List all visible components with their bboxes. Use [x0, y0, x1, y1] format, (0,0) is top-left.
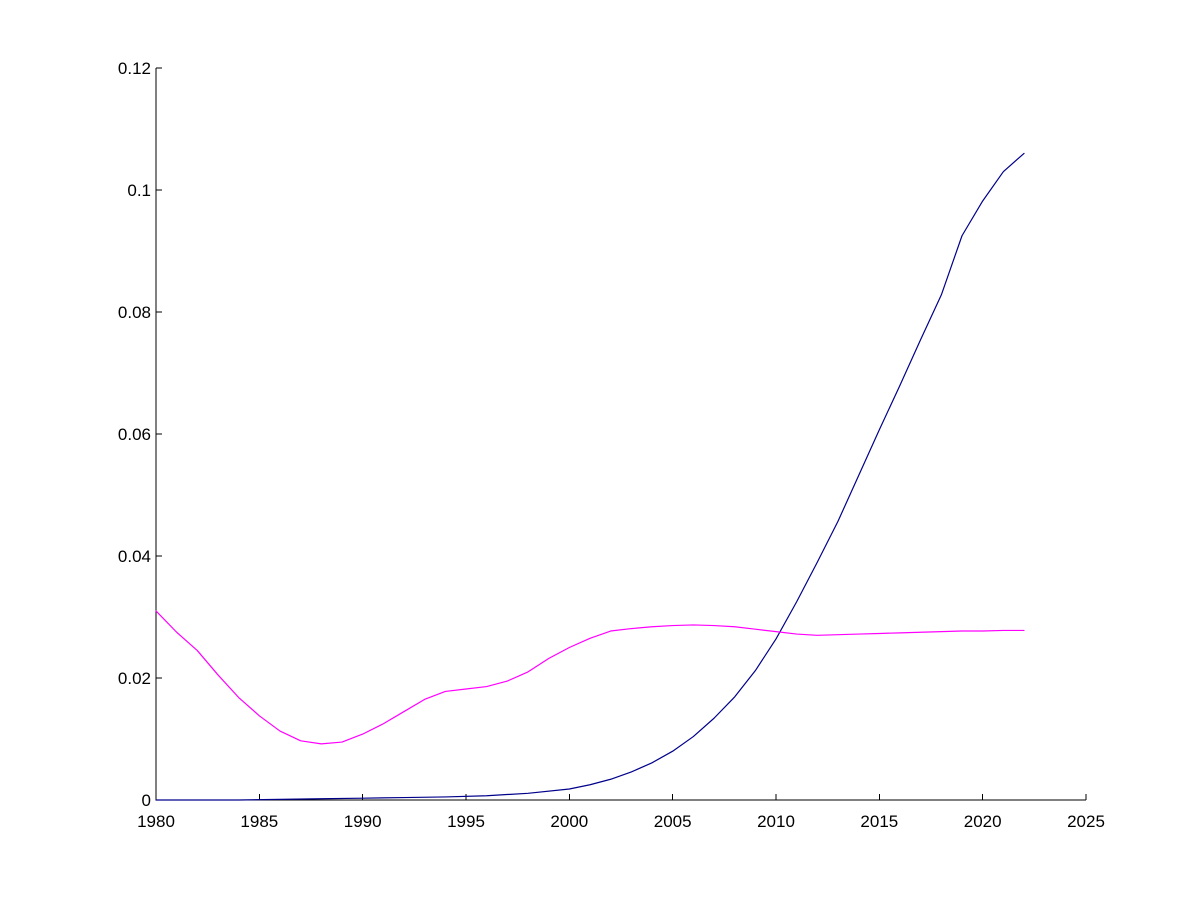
x-tick-label: 1985	[240, 812, 278, 831]
x-tick-label: 1990	[344, 812, 382, 831]
series-line-2	[155, 610, 1025, 745]
x-tick-label: 2010	[757, 812, 795, 831]
series-line-1	[155, 152, 1025, 801]
series-group	[155, 152, 1025, 801]
y-tick-label: 0.06	[118, 425, 151, 444]
x-tick-label: 2025	[1067, 812, 1105, 831]
y-tick-label: 0.02	[118, 669, 151, 688]
x-tick-label: 2005	[654, 812, 692, 831]
y-tick-label: 0	[142, 791, 151, 810]
x-tick-label: 2015	[860, 812, 898, 831]
x-tick-label: 2000	[550, 812, 588, 831]
y-tick-label: 0.04	[118, 547, 151, 566]
axes	[155, 68, 1086, 801]
x-tick-label: 1995	[447, 812, 485, 831]
y-tick-label: 0.1	[127, 181, 151, 200]
y-tick-label: 0.08	[118, 303, 151, 322]
x-tick-label: 2020	[964, 812, 1002, 831]
tick-group: 1980 1985 1990 1995 2000 2005 2010 2015 2020 2025…	[118, 59, 1105, 831]
x-tick-label: 1980	[137, 812, 175, 831]
y-tick-label: 0.12	[118, 59, 151, 78]
